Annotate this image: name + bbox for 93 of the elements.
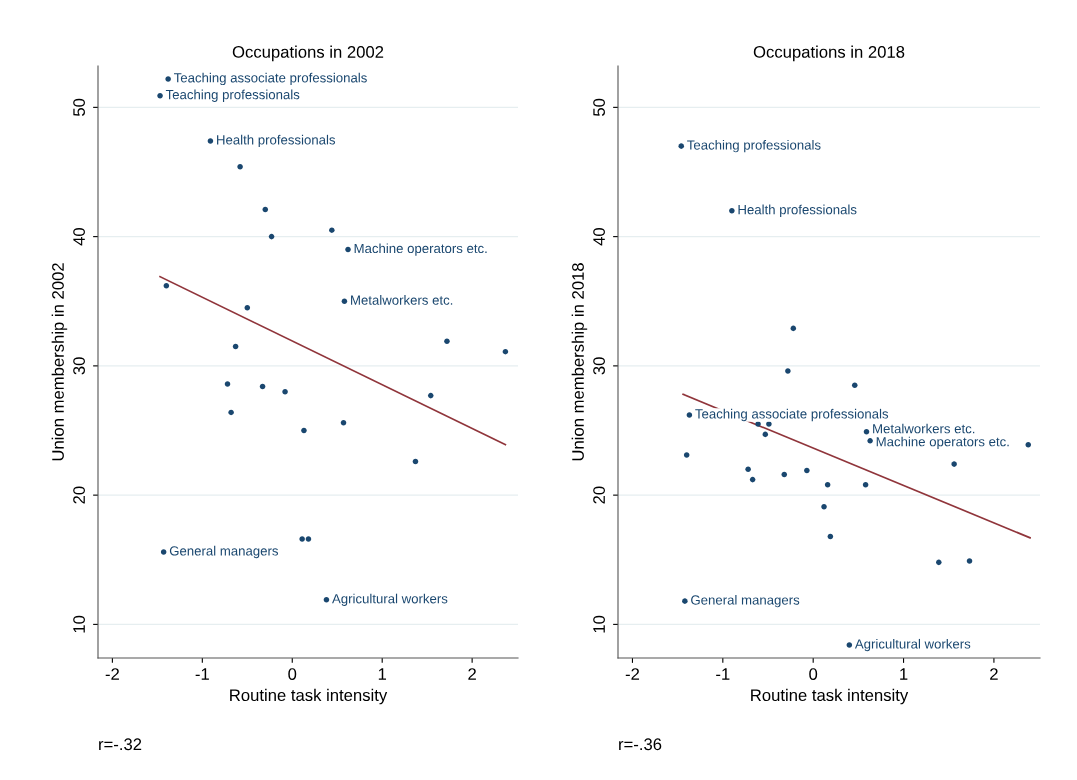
point xyxy=(160,549,167,555)
point xyxy=(846,642,853,648)
point xyxy=(766,421,772,427)
point xyxy=(755,421,761,427)
point xyxy=(165,76,171,82)
point xyxy=(237,164,243,170)
y-axis-title: Union membership in 2018 xyxy=(571,263,588,461)
point xyxy=(951,461,957,467)
point xyxy=(262,206,269,213)
point xyxy=(821,503,827,510)
annotation: General managers xyxy=(691,594,800,608)
point xyxy=(785,368,791,374)
y-tick-label: 40 xyxy=(593,228,605,246)
x-tick-label: 0 xyxy=(809,668,818,680)
x-tick-label: 0 xyxy=(288,668,297,680)
x-tick-label: -2 xyxy=(625,668,640,680)
point xyxy=(329,227,335,233)
annotation: Health professionals xyxy=(217,134,336,148)
y-tick-label: 40 xyxy=(73,228,85,246)
point xyxy=(781,471,788,478)
x-tick-label: -1 xyxy=(716,668,730,680)
annotation: Teaching professionals xyxy=(687,139,821,153)
point xyxy=(790,325,797,332)
point xyxy=(345,246,351,253)
point xyxy=(824,482,831,488)
point xyxy=(268,233,275,240)
y-tick-label: 50 xyxy=(593,98,605,116)
point xyxy=(299,536,305,542)
text: r=-.36 xyxy=(619,738,662,751)
x-axis-title: Routine task intensity xyxy=(751,688,909,705)
point xyxy=(827,533,834,540)
y-tick-label: 30 xyxy=(73,357,85,375)
x-tick-label: 2 xyxy=(990,668,998,680)
point xyxy=(686,412,693,418)
annotation: Teaching associate professionals xyxy=(174,72,367,86)
annotation: General managers xyxy=(169,545,279,559)
annotation: Teaching professionals xyxy=(165,89,300,102)
annotation: Agricultural workers xyxy=(332,593,448,606)
point xyxy=(762,431,769,438)
x-tick-label: 2 xyxy=(468,668,476,680)
point xyxy=(228,409,234,416)
point xyxy=(157,92,163,99)
point xyxy=(244,304,251,311)
point xyxy=(502,348,509,355)
point xyxy=(682,598,688,604)
annotation: Agricultural workers xyxy=(854,638,971,652)
point xyxy=(340,419,347,426)
point xyxy=(862,482,869,488)
point xyxy=(867,438,873,444)
annotation: Metalworkers etc. xyxy=(873,423,975,434)
annotation: Health professionals xyxy=(738,204,857,217)
point xyxy=(224,381,231,387)
annotation: Teaching associate professionals xyxy=(695,408,889,422)
point xyxy=(232,343,239,350)
point xyxy=(863,429,870,435)
x-axis-title: Routine task intensity xyxy=(230,688,388,705)
x-tick-label: -1 xyxy=(195,668,209,680)
text: r=-.32 xyxy=(99,738,142,751)
chart-title: Occupations in 2002 xyxy=(232,45,384,62)
point xyxy=(301,427,307,434)
point xyxy=(163,282,170,289)
annotation: Machine operators etc. xyxy=(876,436,1009,449)
y-tick-label: 50 xyxy=(73,98,85,116)
x-tick-label: 1 xyxy=(900,668,908,680)
point xyxy=(729,207,735,214)
point xyxy=(282,388,288,395)
point xyxy=(936,559,942,566)
x-tick-label: 1 xyxy=(378,668,387,680)
point xyxy=(305,536,312,542)
point xyxy=(678,143,685,149)
point xyxy=(851,382,858,389)
point xyxy=(749,476,756,483)
point xyxy=(207,138,214,144)
point xyxy=(966,558,973,564)
annotation: Metalworkers etc. xyxy=(351,295,453,305)
point xyxy=(323,597,330,603)
point xyxy=(259,383,266,390)
annotation: Machine operators etc. xyxy=(354,243,487,256)
point xyxy=(427,392,434,399)
point xyxy=(341,298,348,305)
y-tick-label: 10 xyxy=(73,615,85,633)
chart-title: Occupations in 2018 xyxy=(753,45,905,62)
y-tick-label: 20 xyxy=(593,486,605,504)
y-axis-title: Union membership in 2002 xyxy=(51,263,68,461)
point xyxy=(683,452,690,458)
y-tick-label: 10 xyxy=(593,615,605,633)
point xyxy=(444,338,450,345)
point xyxy=(804,467,810,474)
point xyxy=(745,466,751,473)
x-tick-label: -2 xyxy=(105,668,119,680)
y-tick-label: 30 xyxy=(593,357,605,375)
point xyxy=(1025,441,1032,448)
y-tick-label: 20 xyxy=(73,486,85,504)
